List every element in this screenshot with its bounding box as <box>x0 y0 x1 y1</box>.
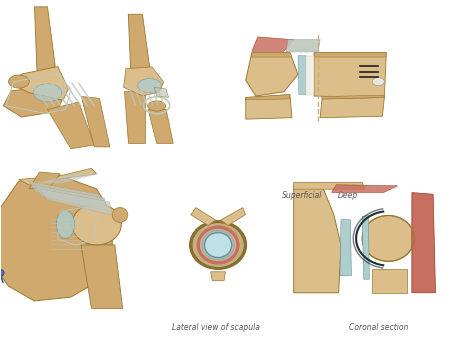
Text: Coronal section: Coronal section <box>349 323 409 332</box>
Polygon shape <box>29 172 60 189</box>
Polygon shape <box>246 94 290 100</box>
Ellipse shape <box>191 222 246 268</box>
Polygon shape <box>0 176 112 301</box>
Polygon shape <box>34 185 107 211</box>
Ellipse shape <box>0 269 4 276</box>
Polygon shape <box>362 215 369 279</box>
Polygon shape <box>412 193 436 293</box>
Polygon shape <box>220 208 246 225</box>
Polygon shape <box>314 53 386 98</box>
Polygon shape <box>252 37 294 51</box>
Text: Superficial: Superficial <box>282 191 322 201</box>
Ellipse shape <box>204 233 232 257</box>
Polygon shape <box>331 185 398 193</box>
Polygon shape <box>306 56 314 94</box>
Polygon shape <box>39 189 112 215</box>
Polygon shape <box>298 56 308 94</box>
Polygon shape <box>210 272 226 281</box>
Polygon shape <box>18 168 97 185</box>
Polygon shape <box>286 40 320 52</box>
Polygon shape <box>246 53 298 96</box>
Ellipse shape <box>362 216 414 261</box>
Ellipse shape <box>9 75 29 88</box>
Polygon shape <box>321 95 384 99</box>
Text: Deep: Deep <box>338 191 358 201</box>
Polygon shape <box>340 220 351 276</box>
Ellipse shape <box>148 101 165 111</box>
Ellipse shape <box>56 210 74 238</box>
Polygon shape <box>35 7 55 74</box>
Polygon shape <box>124 67 164 96</box>
Ellipse shape <box>138 78 161 93</box>
Ellipse shape <box>112 208 128 222</box>
Polygon shape <box>124 91 145 143</box>
Polygon shape <box>246 94 292 119</box>
Polygon shape <box>191 208 216 225</box>
Polygon shape <box>14 66 68 100</box>
Polygon shape <box>3 87 63 117</box>
Text: Lateral view of scapula: Lateral view of scapula <box>172 323 260 332</box>
Polygon shape <box>81 97 110 147</box>
Polygon shape <box>148 109 173 143</box>
Polygon shape <box>294 186 341 293</box>
Polygon shape <box>81 245 123 308</box>
Polygon shape <box>320 98 384 118</box>
Ellipse shape <box>72 204 121 245</box>
Polygon shape <box>372 269 407 293</box>
Polygon shape <box>252 53 292 57</box>
Polygon shape <box>314 53 386 57</box>
Polygon shape <box>155 87 168 98</box>
Polygon shape <box>29 181 102 208</box>
Ellipse shape <box>372 77 384 86</box>
Polygon shape <box>128 14 150 70</box>
Polygon shape <box>294 182 365 189</box>
Ellipse shape <box>33 84 62 102</box>
Polygon shape <box>47 102 94 149</box>
